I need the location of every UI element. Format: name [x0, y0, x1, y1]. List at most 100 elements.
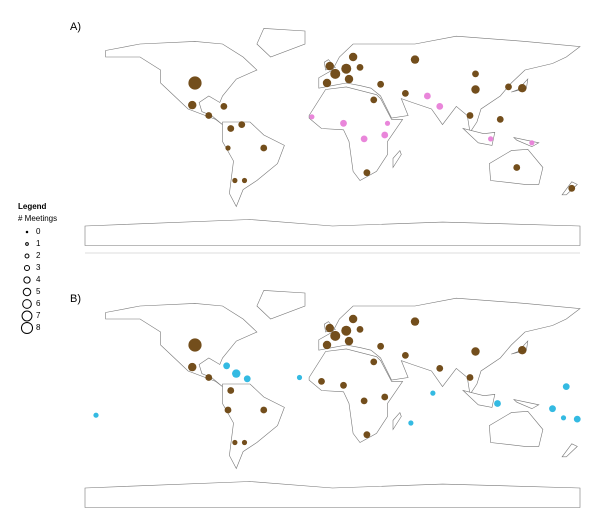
meeting-marker [494, 400, 501, 407]
legend-label: 2 [36, 251, 41, 260]
meeting-marker [562, 383, 570, 390]
meeting-marker [518, 84, 527, 93]
landmass [488, 410, 544, 447]
landmass [84, 481, 581, 508]
legend-symbol [24, 253, 30, 259]
meeting-marker [322, 340, 332, 350]
meeting-marker [401, 352, 409, 359]
meeting-marker [381, 131, 389, 139]
legend-label: 8 [36, 323, 41, 332]
meeting-marker [348, 52, 358, 62]
meeting-marker [370, 96, 378, 104]
landmass [84, 219, 581, 246]
landmass [561, 443, 578, 458]
meeting-marker [238, 121, 246, 128]
legend-label: 7 [36, 311, 41, 320]
meeting-marker [401, 90, 409, 97]
meeting-marker [188, 362, 197, 372]
panel-label: B) [70, 293, 81, 305]
meeting-marker [344, 74, 354, 84]
landmass [256, 290, 306, 320]
meeting-marker [360, 397, 368, 405]
meeting-marker [241, 177, 248, 184]
meeting-marker [232, 177, 238, 184]
meeting-marker [232, 439, 238, 446]
panel-label: A) [70, 21, 81, 33]
meeting-marker [370, 358, 378, 366]
meeting-marker [381, 393, 389, 401]
meeting-marker [505, 83, 512, 91]
legend-title: Legend [18, 202, 47, 211]
meeting-marker [309, 114, 315, 120]
legend-symbol [22, 299, 32, 309]
landmass [392, 412, 402, 431]
meeting-marker [560, 415, 567, 421]
meeting-marker [188, 76, 202, 90]
legend-symbol [20, 321, 34, 335]
meeting-marker [322, 78, 332, 88]
meeting-marker [260, 406, 268, 414]
map [84, 290, 581, 508]
meeting-marker [93, 412, 99, 418]
meeting-marker [348, 314, 358, 324]
meeting-marker [436, 103, 444, 110]
meeting-marker [513, 164, 521, 171]
meeting-marker [384, 120, 391, 126]
meeting-marker [568, 184, 576, 192]
landmass [308, 348, 404, 443]
meeting-marker [356, 326, 364, 333]
meeting-marker [232, 369, 241, 378]
meeting-marker [188, 100, 197, 110]
meeting-marker [430, 390, 436, 396]
legend-symbol [21, 310, 33, 322]
meeting-marker [260, 144, 268, 152]
meeting-marker [318, 378, 325, 385]
meeting-marker [341, 325, 352, 336]
meeting-marker [518, 346, 527, 355]
landmass [105, 303, 258, 387]
map [84, 28, 581, 246]
landmass [513, 137, 540, 148]
meeting-marker [241, 439, 248, 446]
landmass [513, 399, 540, 410]
meeting-marker [466, 112, 474, 119]
meeting-marker [529, 140, 535, 146]
legend-symbol [23, 264, 31, 272]
meeting-marker [227, 387, 235, 394]
legend-label: 5 [36, 287, 41, 296]
legend-label: 3 [36, 263, 41, 272]
meeting-marker [220, 103, 228, 110]
landmass [462, 127, 496, 146]
meeting-marker [423, 92, 431, 100]
landmass [222, 121, 285, 208]
legend-label: 1 [36, 239, 41, 248]
meeting-marker [410, 55, 420, 64]
meeting-marker [377, 342, 385, 350]
meeting-marker [296, 374, 303, 381]
meeting-marker [471, 85, 480, 94]
landmass [462, 389, 496, 408]
meeting-marker [340, 119, 347, 127]
meeting-marker [363, 169, 371, 177]
meeting-marker [188, 338, 202, 352]
meeting-marker [360, 135, 368, 143]
meeting-marker [227, 125, 235, 132]
landmass [318, 297, 581, 396]
landmass [222, 383, 285, 470]
meeting-marker [377, 80, 385, 88]
meeting-marker [205, 374, 213, 381]
meeting-marker [340, 381, 347, 389]
meeting-marker [356, 64, 364, 71]
meeting-marker [325, 323, 334, 333]
meeting-marker [408, 420, 414, 426]
meeting-marker [410, 317, 420, 326]
meeting-marker [330, 330, 341, 341]
legend-label: 0 [36, 227, 41, 236]
meeting-marker [224, 406, 232, 414]
landmass [256, 28, 306, 58]
meeting-marker [344, 336, 354, 346]
meeting-marker [496, 116, 504, 123]
landmass [392, 150, 402, 169]
meeting-marker [472, 70, 479, 78]
